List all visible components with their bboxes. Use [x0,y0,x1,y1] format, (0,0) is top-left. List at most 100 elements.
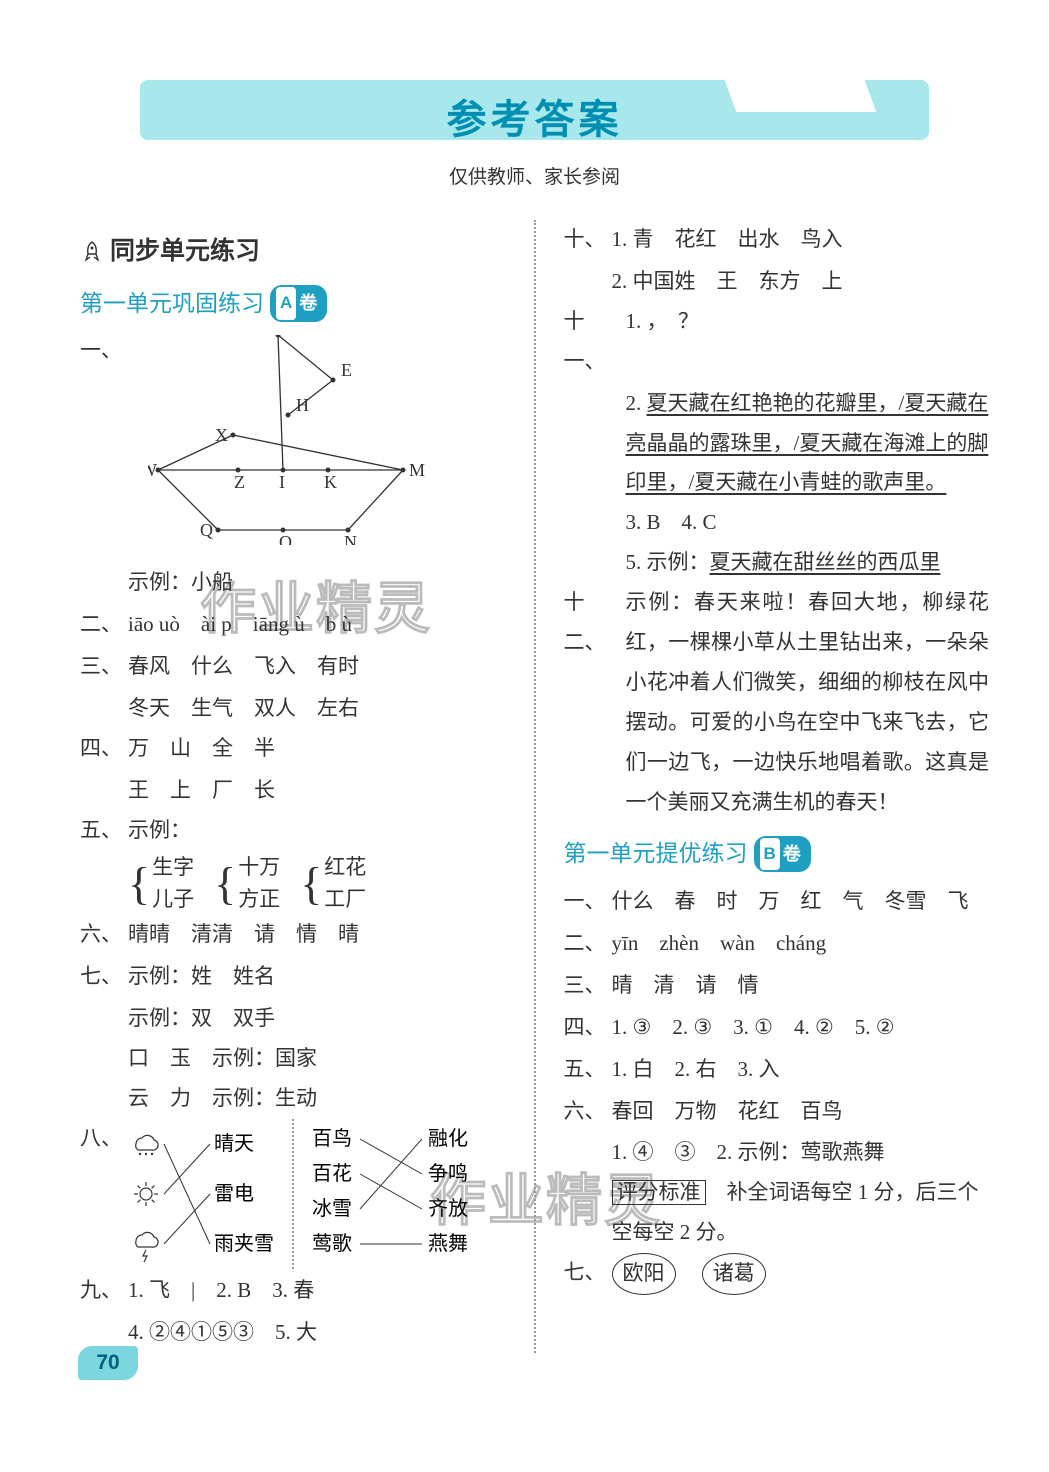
q3-label: 三、 [80,647,128,687]
q7-l1: 示例：姓 姓名 [128,957,506,997]
column-right: 十、 1. 青 花红 出水 鸟入 2. 中国姓 王 东方 上 十一、 1. ， … [536,220,990,1353]
q10-l2: 2. 中国姓 王 东方 上 [564,262,990,302]
b3a: 红花 [324,852,366,884]
q7-l3: 口 玉 示例：国家 [80,1039,506,1079]
svg-text:W: W [148,460,157,480]
boat-svg: CEHXWZIKMQON [148,335,428,545]
q8-label: 八、 [80,1119,128,1159]
svg-text:K: K [324,472,337,492]
page: 参考答案 仅供教师、家长参阅 作业精灵 作业精灵 同步单元练习 第一单元巩固练习… [0,0,1049,1393]
page-subtitle: 仅供教师、家长参阅 [80,160,989,196]
svg-text:Z: Z [234,472,245,492]
q4-l2: 王 上 厂 长 [80,771,506,811]
bq3-label: 三、 [564,966,612,1006]
q9-label: 九、 [80,1271,128,1311]
badge-a-text: 卷 [299,286,317,320]
q4-label: 四、 [80,729,128,769]
question-1: 一、 CEHXWZIKMQON 示例：小船 [80,331,506,603]
q8-body: 晴天雷电雨夹雪 百鸟百花冰雪莺歌融化争鸣齐放燕舞 [128,1119,506,1269]
svg-text:融化: 融化 [428,1127,468,1150]
q6-body: 晴晴 清清 请 情 晴 [128,915,506,955]
unit-a-heading: 第一单元巩固练习 A卷 [80,282,506,326]
q1-label: 一、 [80,331,128,371]
page-number: 70 [78,1343,138,1383]
question-2: 二、 iāo uò ài p iāng ù b ù [80,605,506,645]
q11-2b: 夏天藏在红艳艳的花瓣里，/夏天藏在亮晶晶的露珠里，/夏天藏在海滩上的脚印里，/夏… [626,391,989,495]
q5-label: 五、 [80,811,128,851]
svg-text:齐放: 齐放 [428,1197,468,1220]
q7-label: 七、 [80,957,128,997]
question-7: 七、 示例：姓 姓名 [80,957,506,997]
b-question-7: 七、 欧阳 诸葛 [564,1253,990,1295]
oval-1: 欧阳 [612,1253,676,1295]
b-question-1: 一、 什么 春 时 万 红 气 冬雪 飞 [564,882,990,922]
b-question-6: 六、 春回 万物 花红 百鸟 [564,1092,990,1132]
section-heading-text: 同步单元练习 [110,228,260,276]
bq1-label: 一、 [564,882,612,922]
badge-b-letter: B [760,838,780,870]
svg-text:X: X [215,425,228,445]
question-9: 九、 1. 飞 | 2. B 3. 春 [80,1271,506,1311]
question-8: 八、 晴天雷电雨夹雪 百鸟百花冰雪莺歌融化争鸣齐放燕舞 [80,1119,506,1269]
bq6-label: 六、 [564,1092,612,1132]
svg-text:雨夹雪: 雨夹雪 [214,1232,274,1255]
page-number-badge: 70 [78,1346,138,1380]
q11-2: 2. 夏天藏在红艳艳的花瓣里，/夏天藏在亮晶晶的露珠里，/夏天藏在海滩上的脚印里… [564,384,990,504]
brace-icon: { [128,861,150,907]
badge-a: A卷 [270,285,327,321]
svg-text:百鸟: 百鸟 [312,1127,352,1150]
q11-5a: 5. 示例： [626,550,710,574]
brace-icon: { [300,861,322,907]
svg-text:E: E [341,360,352,380]
svg-text:Q: Q [200,520,213,540]
svg-text:争鸣: 争鸣 [428,1162,468,1185]
match-divider [292,1119,294,1269]
question-11: 十一、 1. ， ？ [564,302,990,382]
badge-b-text: 卷 [783,837,801,871]
q9-l2: 4. ②④①⑤③ 5. 大 [80,1313,506,1353]
q2-label: 二、 [80,605,128,645]
q10-label: 十、 [564,220,612,260]
bq7-label: 七、 [564,1253,612,1293]
b1b: 儿子 [152,884,194,916]
svg-text:O: O [279,532,292,545]
svg-text:晴天: 晴天 [214,1132,254,1155]
q4-l1: 万 山 全 半 [128,729,506,769]
match-right-svg: 百鸟百花冰雪莺歌融化争鸣齐放燕舞 [308,1119,488,1269]
svg-text:I: I [279,472,285,492]
b2b: 方正 [238,884,280,916]
svg-text:莺歌: 莺歌 [312,1232,352,1255]
unit-b-text: 第一单元提优练习 [564,832,748,876]
brace-3: { 红花工厂 [300,852,366,915]
page-title: 参考答案 [80,82,989,158]
q5-braces: { 生字儿子 { 十万方正 { 红花工厂 [80,852,506,915]
q11-5b: 夏天藏在甜丝丝的西瓜里 [710,550,941,574]
q3-l2: 冬天 生气 双人 左右 [80,689,506,729]
bq4-label: 四、 [564,1008,612,1048]
q3-l1: 春风 什么 飞入 有时 [128,647,506,687]
q10-l1: 1. 青 花红 出水 鸟入 [612,220,990,260]
badge-b: B卷 [754,836,811,872]
b2a: 十万 [238,852,280,884]
brace-icon: { [214,861,236,907]
bq2: yīn zhèn wàn cháng [612,924,990,964]
q6-label: 六、 [80,915,128,955]
q12-body: 示例：春天来啦！春回大地，柳绿花红，一棵棵小草从土里钻出来，一朵朵小花冲着人们微… [626,583,990,822]
boat-caption: 示例：小船 [128,563,506,603]
bq6-l2: 1. ④ ③ 2. 示例：莺歌燕舞 [564,1133,990,1173]
q11-5: 5. 示例：夏天藏在甜丝丝的西瓜里 [564,543,990,583]
match-left-svg: 晴天雷电雨夹雪 [128,1119,278,1269]
unit-b-heading: 第一单元提优练习 B卷 [564,832,990,876]
bq7-body: 欧阳 诸葛 [612,1253,990,1295]
q11-3: 3. B 4. C [564,503,990,543]
b3b: 工厂 [324,884,366,916]
boat-diagram: CEHXWZIKMQON [148,335,506,559]
b-question-5: 五、 1. 白 2. 右 3. 入 [564,1050,990,1090]
score-box: 评分标准 [612,1180,706,1205]
header-banner: 参考答案 [80,70,989,150]
q2-body: iāo uò ài p iāng ù b ù [128,605,506,645]
question-12: 十二、 示例：春天来啦！春回大地，柳绿花红，一棵棵小草从土里钻出来，一朵朵小花冲… [564,583,990,822]
svg-text:雷电: 雷电 [214,1182,254,1205]
badge-a-letter: A [276,287,296,319]
q12-label: 十二、 [564,583,626,663]
